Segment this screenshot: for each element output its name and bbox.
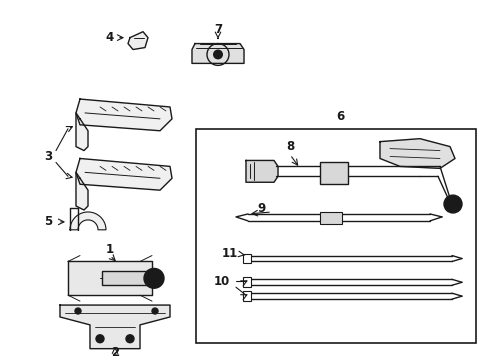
Circle shape [213,50,223,59]
Text: 2: 2 [111,346,119,359]
Text: 6: 6 [335,111,344,123]
Circle shape [75,308,81,314]
Polygon shape [68,261,152,295]
Polygon shape [70,212,106,230]
Polygon shape [192,44,244,63]
Polygon shape [60,305,170,348]
Polygon shape [76,158,172,190]
Polygon shape [76,172,88,210]
Bar [243,291,250,301]
Polygon shape [76,99,172,131]
Circle shape [448,200,456,208]
Text: 11: 11 [222,247,238,260]
Bar [319,162,347,184]
Circle shape [443,195,461,213]
Text: 3: 3 [44,150,52,163]
Bar [243,253,250,264]
Bar [196,129,475,343]
Circle shape [96,335,104,343]
Text: 9: 9 [257,202,265,215]
Circle shape [150,274,158,282]
Text: 10: 10 [213,275,230,288]
Polygon shape [76,113,88,150]
Polygon shape [128,32,148,50]
Text: 1: 1 [106,243,114,256]
Circle shape [152,308,158,314]
Text: 8: 8 [285,140,293,153]
Bar [243,277,250,287]
Text: 4: 4 [106,31,114,44]
Polygon shape [245,161,278,182]
Polygon shape [379,139,454,168]
Bar [102,271,152,285]
Circle shape [143,269,163,288]
Text: 5: 5 [44,215,52,228]
Circle shape [126,335,134,343]
Text: 7: 7 [214,23,222,36]
Bar [319,212,341,224]
